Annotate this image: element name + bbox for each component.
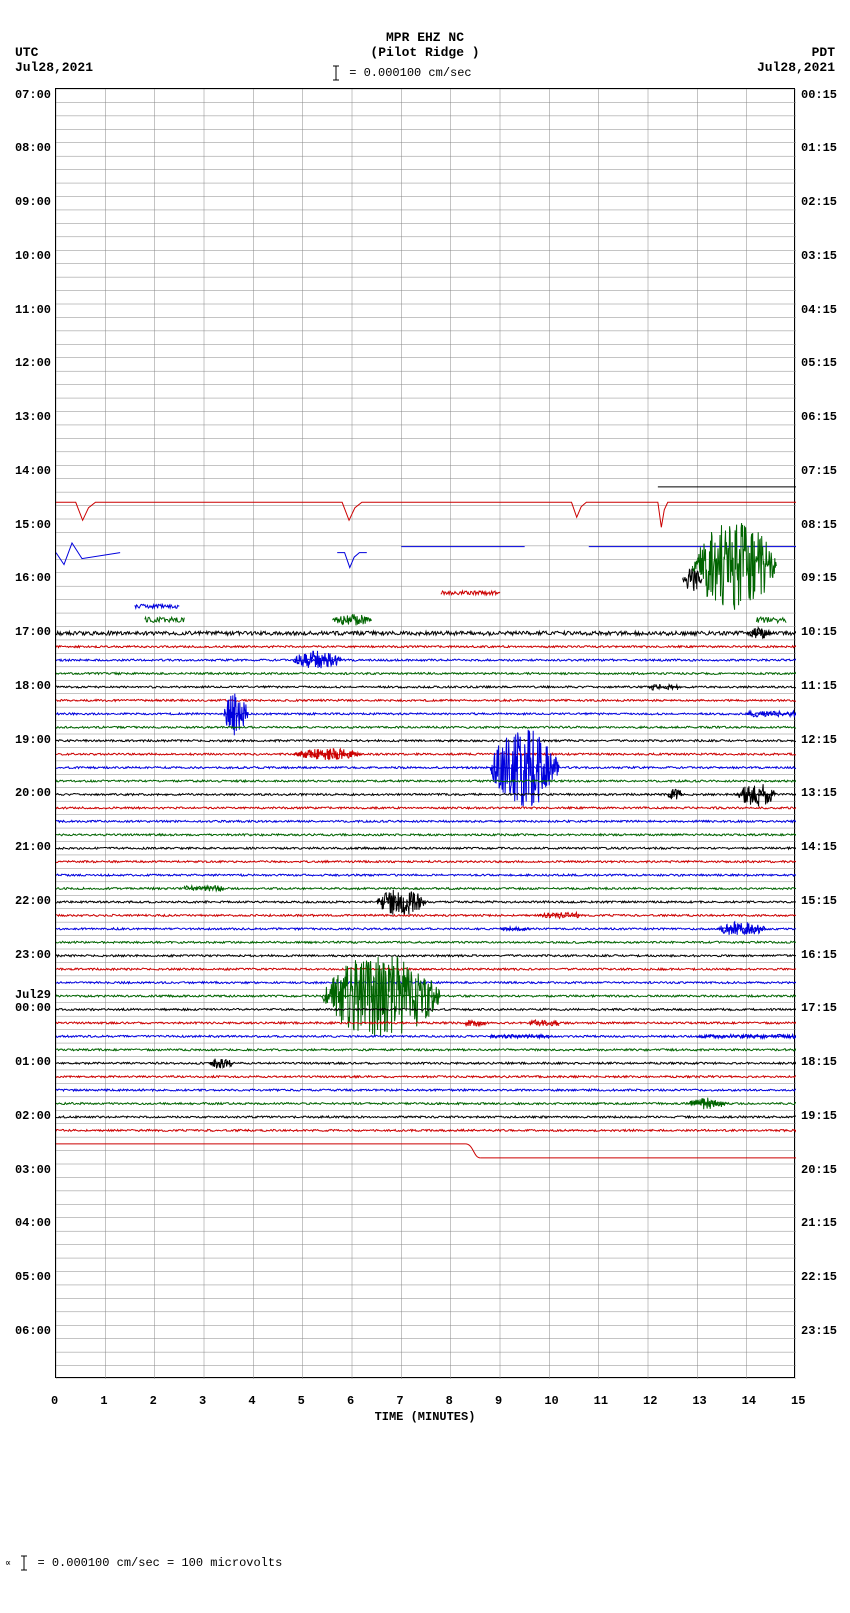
scale-text: = 0.000100 cm/sec [349,66,471,80]
right-label: 21:15 [801,1216,837,1230]
left-label: 15:00 [3,518,51,532]
xaxis-tick-label: 6 [347,1394,354,1408]
right-label: 18:15 [801,1055,837,1069]
left-label: 21:00 [3,840,51,854]
xaxis-tick-label: 1 [100,1394,107,1408]
left-label: 14:00 [3,464,51,478]
left-label: 18:00 [3,679,51,693]
footer-scale: ∝ = 0.000100 cm/sec = 100 microvolts [5,1555,282,1571]
right-tz: PDT [757,45,835,60]
left-label: 13:00 [3,410,51,424]
left-label: 12:00 [3,356,51,370]
left-label: 17:00 [3,625,51,639]
right-label: 02:15 [801,195,837,209]
left-label: 23:00 [3,948,51,962]
right-label: 07:15 [801,464,837,478]
left-label: 05:00 [3,1270,51,1284]
xaxis-tick-label: 10 [544,1394,558,1408]
left-label: 06:00 [3,1324,51,1338]
left-label: 02:00 [3,1109,51,1123]
xaxis-tick-label: 3 [199,1394,206,1408]
left-label: 11:00 [3,303,51,317]
right-label: 06:15 [801,410,837,424]
left-label: 08:00 [3,141,51,155]
left-label: 22:00 [3,894,51,908]
right-label: 23:15 [801,1324,837,1338]
seismogram-svg [56,89,796,1379]
left-label: 07:00 [3,88,51,102]
right-label: 13:15 [801,786,837,800]
header-left: UTC Jul28,2021 [15,45,93,75]
xaxis-tick-label: 0 [51,1394,58,1408]
right-label: 09:15 [801,571,837,585]
right-label: 03:15 [801,249,837,263]
right-label: 14:15 [801,840,837,854]
scale-legend: = 0.000100 cm/sec [330,65,472,81]
left-date: Jul28,2021 [15,60,93,75]
right-date: Jul28,2021 [757,60,835,75]
xaxis-tick-label: 14 [742,1394,756,1408]
right-label: 10:15 [801,625,837,639]
right-label: 04:15 [801,303,837,317]
right-label: 01:15 [801,141,837,155]
xaxis-tick-label: 15 [791,1394,805,1408]
right-label: 12:15 [801,733,837,747]
left-label: 19:00 [3,733,51,747]
left-label: 10:00 [3,249,51,263]
left-label: 09:00 [3,195,51,209]
right-label: 00:15 [801,88,837,102]
xaxis-title: TIME (MINUTES) [0,1410,850,1424]
right-label: 15:15 [801,894,837,908]
header-right: PDT Jul28,2021 [757,45,835,75]
right-label: 19:15 [801,1109,837,1123]
plot-area [55,88,795,1378]
footer-text: = 0.000100 cm/sec = 100 microvolts [37,1556,282,1570]
xaxis-tick-label: 9 [495,1394,502,1408]
station-code: MPR EHZ NC [0,30,850,45]
right-label: 22:15 [801,1270,837,1284]
left-label: 03:00 [3,1163,51,1177]
xaxis-tick-label: 12 [643,1394,657,1408]
seismogram-container: MPR EHZ NC (Pilot Ridge ) UTC Jul28,2021… [0,0,850,1613]
left-label: 01:00 [3,1055,51,1069]
xaxis-tick-label: 2 [150,1394,157,1408]
xaxis-tick-label: 13 [692,1394,706,1408]
left-label: 00:00 [3,1001,51,1015]
xaxis-tick-label: 7 [396,1394,403,1408]
left-label: Jul29 [3,988,51,1002]
xaxis-tick-label: 11 [594,1394,608,1408]
right-label: 11:15 [801,679,837,693]
header-title: MPR EHZ NC (Pilot Ridge ) [0,30,850,60]
right-label: 17:15 [801,1001,837,1015]
right-label: 16:15 [801,948,837,962]
left-label: 20:00 [3,786,51,800]
xaxis-tick-label: 8 [446,1394,453,1408]
left-label: 16:00 [3,571,51,585]
xaxis-tick-label: 5 [298,1394,305,1408]
left-tz: UTC [15,45,93,60]
right-label: 05:15 [801,356,837,370]
right-label: 20:15 [801,1163,837,1177]
station-name: (Pilot Ridge ) [0,45,850,60]
right-label: 08:15 [801,518,837,532]
xaxis-tick-label: 4 [248,1394,255,1408]
left-label: 04:00 [3,1216,51,1230]
